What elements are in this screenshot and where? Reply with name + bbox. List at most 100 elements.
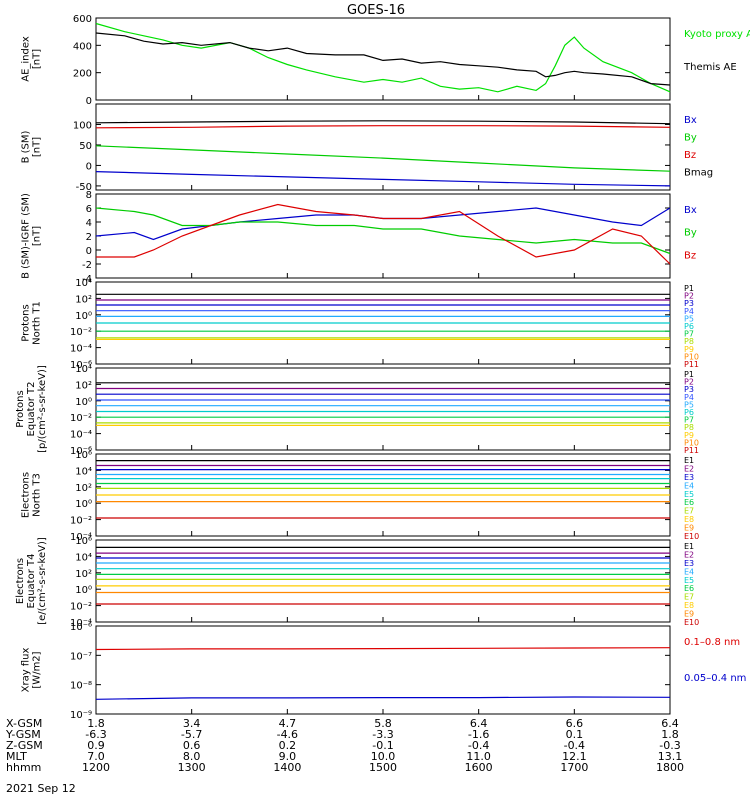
orbit-value: 6.6 bbox=[566, 717, 584, 730]
orbit-value: 5.8 bbox=[374, 717, 392, 730]
legend-label: P4 bbox=[684, 307, 694, 316]
orbit-value: 11.0 bbox=[466, 750, 491, 763]
legend-label: E6 bbox=[684, 498, 694, 507]
y-tick-label: 10⁴ bbox=[75, 552, 92, 563]
y-axis-label: [W/m2] bbox=[32, 651, 43, 688]
y-tick-label: 200 bbox=[73, 69, 92, 80]
y-axis-label: [nT] bbox=[32, 137, 43, 157]
y-tick-label: -4 bbox=[82, 274, 92, 285]
orbit-value: 1700 bbox=[560, 761, 588, 774]
series-line bbox=[95, 207, 671, 255]
y-tick-label: -50 bbox=[76, 182, 92, 193]
y-tick-label: 10⁶ bbox=[75, 536, 92, 547]
y-tick-label: 10⁻⁴ bbox=[70, 618, 92, 629]
y-tick-label: 10⁰ bbox=[75, 585, 92, 596]
y-axis-label: [nT] bbox=[32, 49, 43, 69]
orbit-value: -0.1 bbox=[372, 739, 393, 752]
orbit-value: 0.2 bbox=[279, 739, 297, 752]
y-axis-label: [p/(cm²-s-sr-keV)] bbox=[37, 365, 48, 453]
orbit-value: 12.1 bbox=[562, 750, 587, 763]
orbit-value: 0.9 bbox=[87, 739, 105, 752]
legend-label: E1 bbox=[684, 542, 694, 551]
legend-label: P7 bbox=[684, 416, 694, 425]
orbit-value: -0.4 bbox=[468, 739, 489, 752]
orbit-value: 13.1 bbox=[658, 750, 683, 763]
y-tick-label: 10⁻⁴ bbox=[70, 430, 92, 441]
legend-label: Kyoto proxy AE bbox=[684, 29, 750, 40]
panel-4: 10⁻⁶ 10⁻⁴ 10⁻² 10⁰ 10² 10⁴ Protons North T1 P1P2… bbox=[21, 278, 700, 371]
panel-frame bbox=[95, 539, 671, 623]
y-tick-label: 0 bbox=[86, 96, 92, 107]
legend-label: P2 bbox=[684, 292, 694, 301]
orbit-table: X-GSMY-GSMZ-GSMMLThhmm1.8-6.30.97.012003… bbox=[5, 717, 684, 774]
legend-label: P10 bbox=[684, 438, 699, 447]
y-tick-label: 8 bbox=[86, 190, 92, 201]
orbit-value: -1.6 bbox=[468, 728, 489, 741]
y-axis-label: Electrons bbox=[15, 558, 26, 604]
orbit-value: 0.1 bbox=[566, 728, 584, 741]
y-tick-label: 10⁴ bbox=[75, 466, 92, 477]
orbit-row-label: MLT bbox=[6, 750, 27, 763]
legend-label: E1 bbox=[684, 456, 694, 465]
legend-label: E5 bbox=[684, 576, 694, 585]
legend-label: P9 bbox=[684, 345, 694, 354]
legend-label: P11 bbox=[684, 360, 699, 369]
legend-label: E4 bbox=[684, 567, 694, 576]
orbit-row-label: hhmm bbox=[6, 761, 41, 774]
legend-label: 0.05–0.4 nm bbox=[684, 673, 746, 684]
y-tick-label: 6 bbox=[86, 204, 92, 215]
orbit-value: -3.3 bbox=[372, 728, 393, 741]
y-tick-label: 10⁻⁴ bbox=[70, 532, 92, 543]
legend-label: E2 bbox=[684, 464, 694, 473]
orbit-row-label: X-GSM bbox=[6, 717, 42, 730]
legend-label: Bz bbox=[684, 250, 696, 261]
legend-label: P8 bbox=[684, 423, 694, 432]
y-tick-label: 10⁴ bbox=[75, 278, 92, 289]
legend-label: 0.1–0.8 nm bbox=[684, 637, 740, 648]
y-tick-label: 10⁰ bbox=[75, 397, 92, 408]
orbit-value: 1300 bbox=[178, 761, 206, 774]
y-tick-label: 100 bbox=[73, 120, 92, 131]
y-tick-label: 4 bbox=[86, 218, 92, 229]
y-tick-label: 10⁻² bbox=[70, 413, 92, 424]
orbit-value: -5.7 bbox=[181, 728, 202, 741]
legend-label: Bx bbox=[684, 115, 697, 126]
y-tick-label: 10² bbox=[75, 380, 92, 391]
series-line bbox=[95, 22, 671, 93]
y-tick-label: 10⁰ bbox=[75, 499, 92, 510]
y-axis-label: AE_index bbox=[21, 36, 32, 82]
panel-5: 10⁻⁶ 10⁻⁴ 10⁻² 10⁰ 10² 10⁴ Protons Equator T2 [p… bbox=[15, 364, 699, 457]
legend-label: P6 bbox=[684, 408, 694, 417]
y-axis-label: B (SM)-IGRF (SM) bbox=[21, 193, 32, 279]
legend-label: E2 bbox=[684, 550, 694, 559]
legend-label: P1 bbox=[684, 370, 694, 379]
orbit-value: 7.0 bbox=[87, 750, 105, 763]
y-axis-label: [nT] bbox=[32, 226, 43, 246]
y-tick-label: -2 bbox=[82, 260, 92, 271]
y-axis-label: [e/(cm²-s-sr-keV)] bbox=[37, 537, 48, 625]
legend-label: P5 bbox=[684, 400, 694, 409]
legend-label: P10 bbox=[684, 352, 699, 361]
legend-label: P1 bbox=[684, 284, 694, 293]
y-tick-label: 10⁻⁸ bbox=[70, 681, 92, 692]
y-tick-label: 50 bbox=[79, 141, 92, 152]
y-tick-label: 10⁴ bbox=[75, 364, 92, 375]
y-tick-label: 10⁰ bbox=[75, 311, 92, 322]
y-axis-label: Electrons bbox=[21, 472, 32, 518]
y-axis-label: Equator T2 bbox=[26, 382, 37, 437]
orbit-value: 6.4 bbox=[470, 717, 488, 730]
y-tick-label: 10⁻⁶ bbox=[70, 360, 92, 371]
y-tick-label: 10⁻² bbox=[70, 516, 92, 527]
orbit-value: 1400 bbox=[273, 761, 301, 774]
chart-title: GOES-16 bbox=[347, 3, 405, 18]
legend-label: P4 bbox=[684, 393, 694, 402]
orbit-value: 6.4 bbox=[661, 717, 679, 730]
y-axis-label: Xray flux bbox=[21, 648, 32, 693]
legend-label: P3 bbox=[684, 299, 694, 308]
y-tick-label: 10⁻² bbox=[70, 602, 92, 613]
y-tick-label: 10² bbox=[75, 569, 92, 580]
series-line bbox=[95, 145, 671, 172]
